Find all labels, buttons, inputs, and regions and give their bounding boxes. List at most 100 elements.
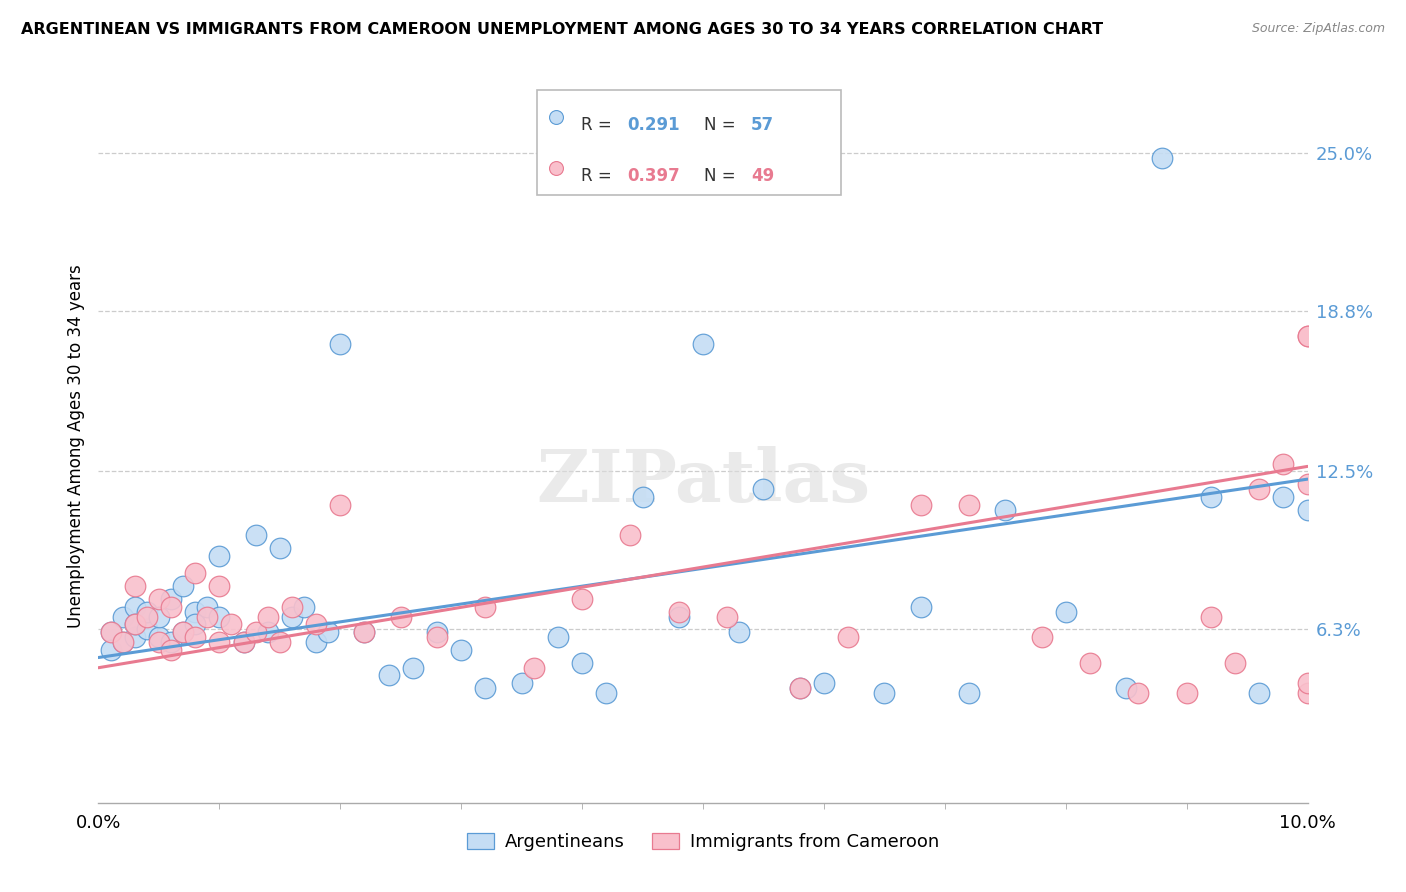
Point bbox=[1296, 329, 1319, 343]
Point bbox=[789, 681, 811, 695]
Point bbox=[245, 528, 267, 542]
Text: N =: N = bbox=[704, 168, 741, 186]
Point bbox=[195, 609, 218, 624]
Point bbox=[305, 635, 328, 649]
Point bbox=[100, 643, 122, 657]
Point bbox=[148, 609, 170, 624]
Point bbox=[523, 661, 546, 675]
Point bbox=[1272, 490, 1295, 504]
Point bbox=[1296, 477, 1319, 491]
Point bbox=[208, 579, 231, 593]
Point bbox=[292, 599, 315, 614]
Point bbox=[1296, 329, 1319, 343]
Point bbox=[316, 625, 339, 640]
Point bbox=[389, 609, 412, 624]
Point bbox=[111, 609, 134, 624]
Legend: Argentineans, Immigrants from Cameroon: Argentineans, Immigrants from Cameroon bbox=[460, 825, 946, 858]
Point bbox=[208, 549, 231, 563]
Point bbox=[232, 635, 254, 649]
Point bbox=[994, 502, 1017, 516]
Point bbox=[184, 566, 207, 581]
Point bbox=[1128, 686, 1150, 700]
Text: 49: 49 bbox=[751, 168, 775, 186]
Point bbox=[124, 579, 146, 593]
Point bbox=[353, 625, 375, 640]
Point bbox=[619, 528, 641, 542]
FancyBboxPatch shape bbox=[537, 90, 841, 195]
Point bbox=[1199, 609, 1222, 624]
Point bbox=[544, 110, 567, 124]
Point bbox=[256, 625, 278, 640]
Point bbox=[1249, 686, 1271, 700]
Point bbox=[728, 625, 751, 640]
Point bbox=[1054, 605, 1077, 619]
Point bbox=[100, 625, 122, 640]
Point bbox=[668, 605, 690, 619]
Point bbox=[1296, 502, 1319, 516]
Point bbox=[172, 579, 194, 593]
Point bbox=[510, 676, 533, 690]
Point bbox=[208, 635, 231, 649]
Point bbox=[148, 635, 170, 649]
Point bbox=[281, 599, 304, 614]
Point bbox=[571, 591, 593, 606]
Point bbox=[269, 635, 291, 649]
Point bbox=[595, 686, 617, 700]
Point bbox=[1296, 676, 1319, 690]
Point bbox=[232, 635, 254, 649]
Point bbox=[1296, 686, 1319, 700]
Point bbox=[547, 630, 569, 644]
Point bbox=[1249, 483, 1271, 497]
Point bbox=[100, 625, 122, 640]
Point bbox=[1223, 656, 1246, 670]
Point bbox=[124, 630, 146, 644]
Point bbox=[305, 617, 328, 632]
Point bbox=[957, 686, 980, 700]
Point bbox=[172, 625, 194, 640]
Point bbox=[1199, 490, 1222, 504]
Point bbox=[148, 630, 170, 644]
Point bbox=[184, 630, 207, 644]
Point bbox=[221, 617, 243, 632]
Point bbox=[281, 609, 304, 624]
Point bbox=[377, 668, 399, 682]
Point bbox=[1031, 630, 1053, 644]
Point bbox=[172, 625, 194, 640]
Point bbox=[837, 630, 859, 644]
Point bbox=[329, 498, 352, 512]
Point bbox=[752, 483, 775, 497]
Point bbox=[571, 656, 593, 670]
Point bbox=[148, 591, 170, 606]
Point bbox=[402, 661, 425, 675]
Point bbox=[184, 605, 207, 619]
Point bbox=[450, 643, 472, 657]
Point bbox=[692, 337, 714, 351]
Point bbox=[256, 609, 278, 624]
Point bbox=[124, 617, 146, 632]
Point bbox=[910, 498, 932, 512]
Text: ZIPatlas: ZIPatlas bbox=[536, 446, 870, 517]
Text: R =: R = bbox=[581, 168, 617, 186]
Point bbox=[1175, 686, 1198, 700]
Point bbox=[111, 635, 134, 649]
Point bbox=[184, 617, 207, 632]
Point bbox=[353, 625, 375, 640]
Point bbox=[474, 681, 496, 695]
Y-axis label: Unemployment Among Ages 30 to 34 years: Unemployment Among Ages 30 to 34 years bbox=[66, 264, 84, 628]
Text: 57: 57 bbox=[751, 116, 773, 134]
Point bbox=[269, 541, 291, 555]
Text: 0.397: 0.397 bbox=[627, 168, 681, 186]
Point bbox=[957, 498, 980, 512]
Point bbox=[329, 337, 352, 351]
Point bbox=[1152, 151, 1174, 165]
Point bbox=[160, 635, 183, 649]
Point bbox=[716, 609, 738, 624]
Point bbox=[474, 599, 496, 614]
Point bbox=[160, 591, 183, 606]
Text: 0.291: 0.291 bbox=[627, 116, 679, 134]
Point bbox=[135, 623, 157, 637]
Point bbox=[111, 635, 134, 649]
Point bbox=[124, 599, 146, 614]
Point bbox=[789, 681, 811, 695]
Point bbox=[124, 617, 146, 632]
